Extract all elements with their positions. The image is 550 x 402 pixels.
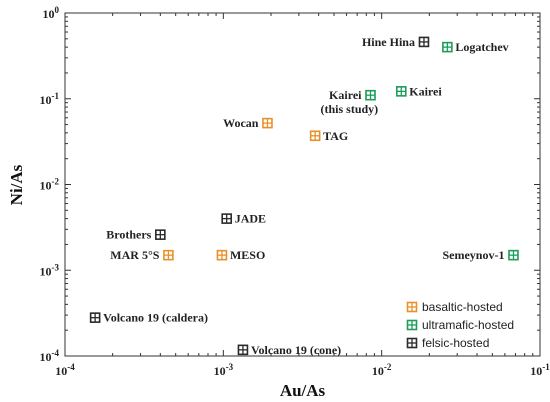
data-point-label: Wocan [223,116,259,130]
data-point-marker [237,344,249,356]
legend-label: basaltic-hosted [422,300,503,314]
y-tick-label: 10-4 [40,348,60,364]
x-axis-title: Au/As [280,381,326,400]
x-tick-label: 10-2 [372,362,392,378]
data-point-label: JADE [235,212,266,226]
legend: basaltic-hosted ultramafic-hosted felsic-h… [406,300,514,350]
data-point-marker [216,249,228,261]
data-point-label: Logatchev [455,40,508,54]
data-point-label: TAG [323,129,348,143]
x-tick-label: 10-4 [55,362,75,378]
data-point-marker [508,249,519,261]
data-point-label: Kairei [329,88,362,102]
data-point-marker [163,249,174,261]
x-tick-label: 10-3 [214,362,234,378]
data-point-marker [262,117,273,129]
data-point-marker [442,41,453,53]
legend-label: ultramafic-hosted [422,318,514,332]
data-point-label: Volcano 19 (caldera) [103,311,208,325]
data-point-label: Brothers [106,228,151,242]
data-point-label: (this study) [320,102,378,116]
legend-marker [406,319,418,331]
y-tick-label: 10-3 [40,262,60,278]
data-point-label: MESO [230,248,265,262]
axis-ticks: 10-4 10-3 10-2 10-1 10-4 10-3 10-2 10-1 100 [40,5,550,378]
legend-label: felsic-hosted [422,336,489,350]
y-axis-title: Ni/As [7,164,26,205]
data-point-marker [418,36,430,48]
data-point-label: MAR 5°S [110,248,159,262]
y-tick-label: 100 [43,5,60,21]
data-point-marker [155,229,166,240]
data-point-label: Volcano 19 (cone) [251,343,341,357]
y-tick-label: 10-2 [40,177,60,193]
data-point-label: Semeynov-1 [442,248,504,262]
x-tick-label: 10-1 [530,362,550,378]
data-point-marker [395,86,407,97]
y-tick-label: 10-1 [40,91,60,107]
data-point-marker [365,89,376,101]
data-point-marker [89,312,101,323]
legend-marker [406,337,418,349]
data-point-label: Hine Hina [362,35,415,49]
legend-marker [406,301,418,313]
data-point-label: Kairei [409,84,442,98]
data-point-marker [309,130,321,142]
data-point-marker [221,213,232,224]
